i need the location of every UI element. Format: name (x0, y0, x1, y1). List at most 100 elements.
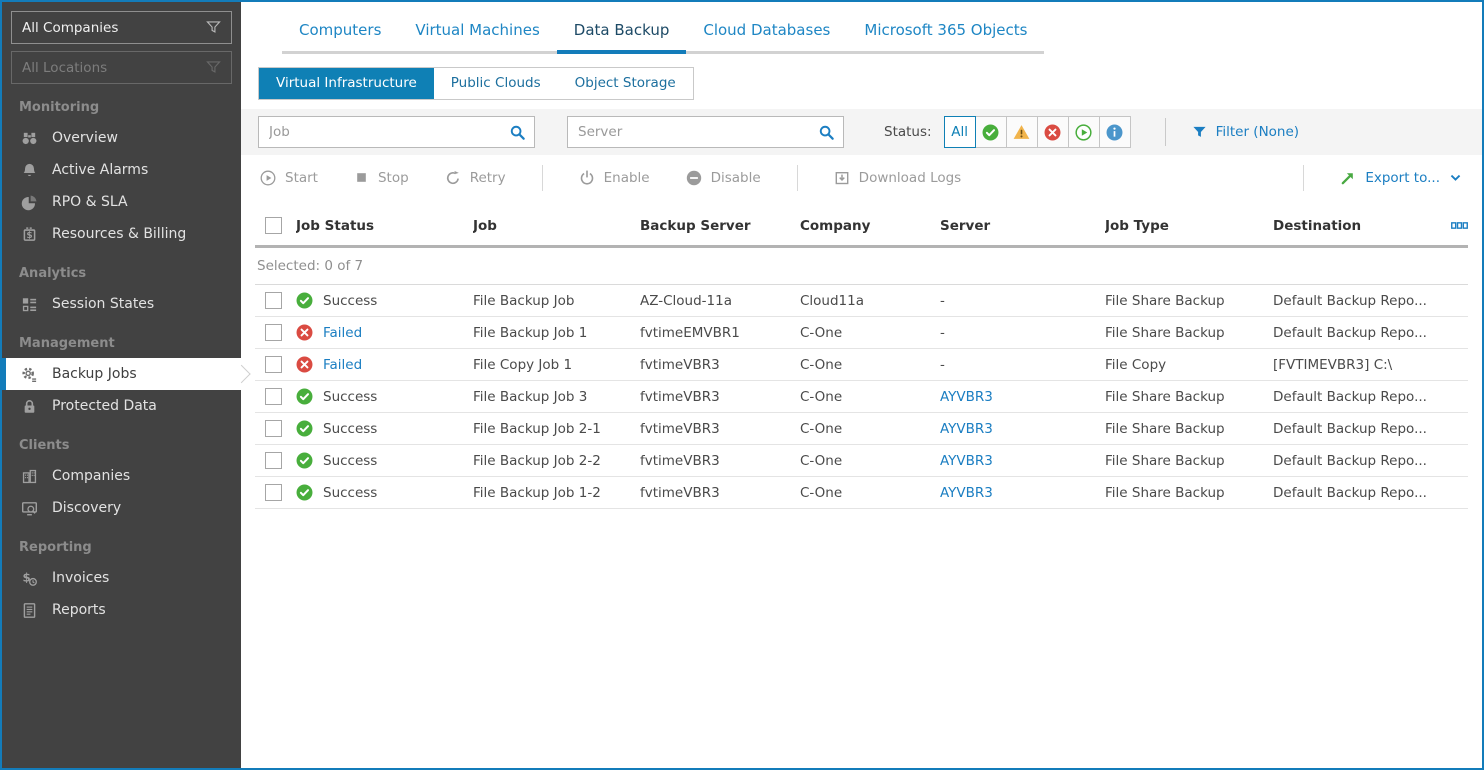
backup-server-cell: fvtimeVBR3 (640, 356, 720, 373)
success-status-icon (296, 388, 313, 405)
table-row: Failed File Copy Job 1 fvtimeVBR3 C-One - Fil… (255, 349, 1468, 381)
job-cell: File Copy Job 1 (473, 356, 573, 373)
tab-computers[interactable]: Computers (299, 21, 382, 39)
row-checkbox[interactable] (265, 388, 282, 405)
row-checkbox[interactable] (265, 420, 282, 437)
discovery-icon (19, 500, 39, 517)
toolbar-start-button[interactable]: Start (260, 170, 318, 186)
row-checkbox-cell (255, 356, 296, 373)
sidebar-item-active-alarms[interactable]: Active Alarms (2, 154, 241, 186)
column-chooser-icon[interactable] (1434, 217, 1468, 234)
job-status-cell: Success (296, 292, 473, 309)
column-header-job-type[interactable]: Job Type (1105, 217, 1169, 234)
toolbar-stop-button[interactable]: Stop (354, 170, 409, 186)
destination-cell: Default Backup Repo... (1273, 420, 1427, 437)
location-filter-dropdown[interactable]: All Locations (11, 51, 232, 84)
tab-virtual-machines[interactable]: Virtual Machines (415, 21, 540, 39)
destination-cell: Default Backup Repo... (1273, 292, 1427, 309)
job-search-input[interactable] (259, 117, 498, 147)
row-checkbox-cell (255, 484, 296, 501)
status-filter-all[interactable]: All (943, 116, 976, 148)
server-search-input[interactable] (568, 117, 807, 147)
tab-microsoft-365-objects[interactable]: Microsoft 365 Objects (864, 21, 1028, 39)
company-cell: C-One (800, 420, 843, 437)
backup-jobs-icon (19, 366, 39, 383)
divider (796, 164, 798, 191)
job-status-text: Success (323, 484, 378, 501)
table-row: Success File Backup Job 2-1 fvtimeVBR3 C-On… (255, 413, 1468, 445)
select-all-checkbox[interactable] (265, 217, 282, 234)
server-cell[interactable]: AYVBR3 (940, 452, 993, 469)
row-checkbox[interactable] (265, 292, 282, 309)
column-header-company[interactable]: Company (800, 217, 871, 234)
job-status-text[interactable]: Failed (323, 356, 363, 373)
column-header-job[interactable]: Job (473, 217, 497, 234)
sidebar-item-resources-billing[interactable]: $ Resources & Billing (2, 218, 241, 250)
sidebar-nav: Monitoring Overview Active Alarms RPO & SLA… (2, 84, 241, 626)
column-header-backup-server[interactable]: Backup Server (640, 217, 751, 234)
sidebar-item-discovery[interactable]: Discovery (2, 492, 241, 524)
tab-data-backup[interactable]: Data Backup (556, 16, 687, 54)
row-checkbox[interactable] (265, 484, 282, 501)
status-filter-success[interactable] (974, 116, 1007, 148)
job-type-cell: File Share Backup (1105, 324, 1225, 341)
export-button-label: Export to... (1365, 169, 1440, 186)
backup-server-cell: AZ-Cloud-11a (640, 292, 733, 309)
running-status-icon (1075, 123, 1092, 141)
job-type-cell: File Share Backup (1105, 388, 1225, 405)
toolbar-enable-button[interactable]: Enable (579, 170, 650, 186)
column-header-server[interactable]: Server (940, 217, 991, 234)
search-icon[interactable] (509, 124, 526, 141)
subtab-object-storage[interactable]: Object Storage (557, 68, 693, 99)
status-filter-error[interactable] (1036, 116, 1069, 148)
row-checkbox[interactable] (265, 356, 282, 373)
subtab-public-clouds[interactable]: Public Clouds (433, 68, 558, 99)
job-search-box (258, 116, 535, 148)
sidebar-item-invoices[interactable]: $ Invoices (2, 562, 241, 594)
job-type-cell: File Share Backup (1105, 452, 1225, 469)
toolbar-disable-button[interactable]: Disable (686, 170, 761, 186)
company-cell: C-One (800, 324, 843, 341)
job-cell: File Backup Job 2-1 (473, 420, 601, 437)
companies-icon (19, 468, 39, 485)
subtab-virtual-infrastructure[interactable]: Virtual Infrastructure (259, 68, 434, 99)
sidebar-item-session-states[interactable]: Session States (2, 288, 241, 320)
server-cell[interactable]: AYVBR3 (940, 420, 993, 437)
column-header-destination[interactable]: Destination (1273, 217, 1362, 234)
destination-cell: Default Backup Repo... (1273, 324, 1427, 341)
sidebar-item-reports[interactable]: Reports (2, 594, 241, 626)
sidebar-section-analytics: Analytics (19, 266, 87, 281)
status-filter-info[interactable] (1098, 116, 1131, 148)
svg-text:$: $ (26, 230, 32, 240)
company-filter-dropdown[interactable]: All Companies (11, 11, 232, 44)
status-filter-warning[interactable] (1005, 116, 1038, 148)
export-to-button[interactable]: Export to... (1340, 170, 1462, 186)
job-type-cell: File Share Backup (1105, 484, 1225, 501)
job-status-text[interactable]: Failed (323, 324, 363, 341)
tab-cloud-databases[interactable]: Cloud Databases (703, 21, 831, 39)
server-cell[interactable]: AYVBR3 (940, 388, 993, 405)
status-filter-running[interactable] (1067, 116, 1100, 148)
search-icon[interactable] (818, 124, 835, 141)
toolbar-button-label: Disable (710, 169, 761, 186)
sidebar-item-protected-data[interactable]: Protected Data (2, 390, 241, 422)
row-checkbox[interactable] (265, 452, 282, 469)
filter-bar: Status: All Filter (None) (241, 109, 1482, 155)
sidebar-item-overview[interactable]: Overview (2, 122, 241, 154)
company-cell: C-One (800, 356, 843, 373)
column-header-job-status[interactable]: Job Status (296, 217, 375, 234)
row-checkbox[interactable] (265, 324, 282, 341)
sidebar-item-rpo-sla[interactable]: RPO & SLA (2, 186, 241, 218)
toolbar-retry-button[interactable]: Retry (445, 170, 506, 186)
server-cell[interactable]: AYVBR3 (940, 484, 993, 501)
error-status-icon (1044, 124, 1061, 141)
job-status-cell: Failed (296, 356, 473, 373)
sidebar-item-companies[interactable]: Companies (2, 460, 241, 492)
table-row: Failed File Backup Job 1 fvtimeEMVBR1 C-One… (255, 317, 1468, 349)
toolbar-download-logs-button[interactable]: Download Logs (834, 170, 961, 186)
sidebar-item-backup-jobs[interactable]: Backup Jobs (2, 358, 241, 390)
backup-server-cell: fvtimeVBR3 (640, 452, 720, 469)
selected-count-text: Selected: 0 of 7 (257, 258, 364, 274)
filter-button[interactable]: Filter (None) (1192, 124, 1299, 140)
